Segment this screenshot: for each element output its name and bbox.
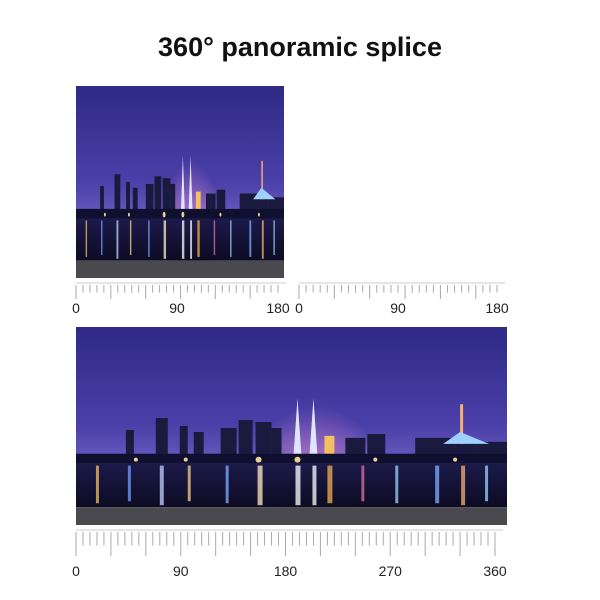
ruler-label: 90 <box>390 300 406 316</box>
ruler-label: 360 <box>483 563 507 579</box>
ruler-label: 180 <box>485 300 509 316</box>
ruler-label: 0 <box>72 563 80 579</box>
panorama-photo <box>76 327 507 530</box>
left-half-photo <box>76 86 284 283</box>
title: 360° panoramic splice <box>158 32 442 62</box>
ruler-label: 180 <box>266 300 290 316</box>
ruler-label: 0 <box>295 300 303 316</box>
ruler-label: 0 <box>72 300 80 316</box>
ruler-label: 180 <box>274 563 298 579</box>
ruler-label: 270 <box>379 563 403 579</box>
ruler-label: 90 <box>173 563 189 579</box>
ruler-label: 90 <box>169 300 185 316</box>
